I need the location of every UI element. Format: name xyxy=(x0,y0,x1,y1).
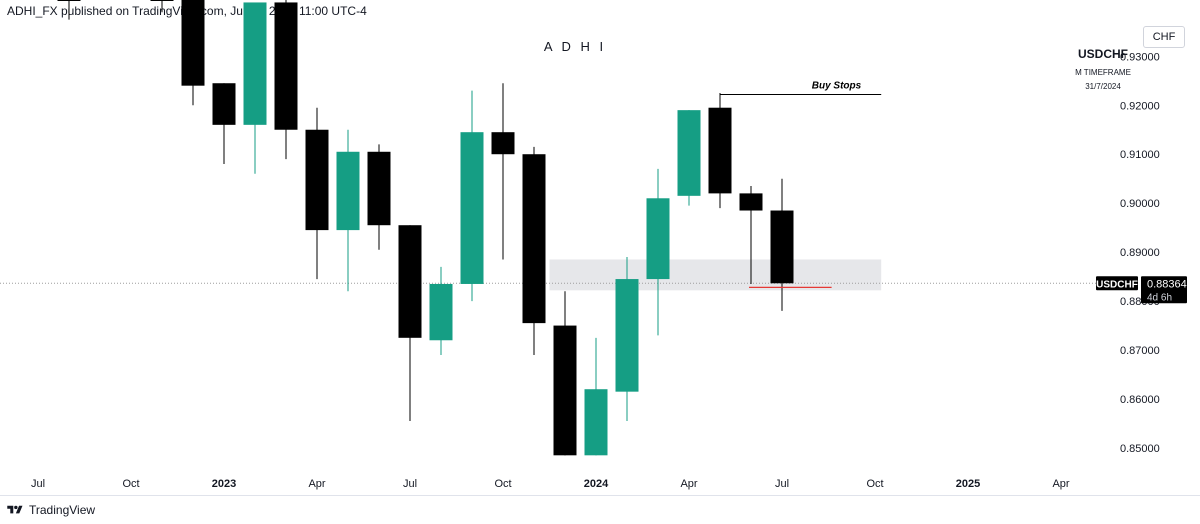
time-tick-label: Jul xyxy=(775,478,789,490)
candle-2024-03 xyxy=(646,168,670,336)
candle-body xyxy=(677,110,701,196)
price-tick-label: 0.89000 xyxy=(1120,247,1160,259)
date-label: 31/7/2024 xyxy=(1085,82,1121,91)
candle-body xyxy=(615,279,639,392)
candle-2024-04 xyxy=(677,110,701,206)
time-tick-label: Apr xyxy=(1052,478,1069,490)
price-tick-label: 0.92000 xyxy=(1120,100,1160,112)
symbol-label: USDCHF xyxy=(1078,47,1128,61)
time-tick-label: Oct xyxy=(494,478,511,490)
candle-2024-01 xyxy=(584,337,608,456)
price-tick-label: 0.87000 xyxy=(1120,345,1160,357)
time-tick-label: Apr xyxy=(680,478,697,490)
annotations-layer: Buy Stops xyxy=(719,80,882,288)
candle-2024-06 xyxy=(739,186,763,284)
candle-body xyxy=(708,107,732,194)
candle-2023-07 xyxy=(398,225,422,422)
last-price-symbol: USDCHF xyxy=(1096,279,1138,290)
candle-2023-06 xyxy=(367,144,391,250)
candle-2022-11 xyxy=(150,0,174,13)
time-tick-label: Apr xyxy=(308,478,325,490)
demand-zone xyxy=(549,259,882,291)
candle-2024-02 xyxy=(615,257,639,422)
candle-2024-07 xyxy=(770,178,794,311)
price-tick-label: 0.93000 xyxy=(1120,51,1160,63)
time-axis: Jul Oct 2023 Apr Jul Oct 2024 Apr Jul Oct 2025 Apr xyxy=(31,478,1070,490)
candle-body xyxy=(274,2,298,130)
candle-body xyxy=(336,151,360,231)
candle-2023-03 xyxy=(274,0,298,160)
candle-body xyxy=(243,2,267,125)
time-tick-label: Jul xyxy=(31,478,45,490)
demand-zone-layer xyxy=(549,259,882,291)
price-axis: 0.930000.920000.910000.900000.890000.880… xyxy=(1096,51,1187,455)
candle-2022-08 xyxy=(57,0,81,20)
last-price-countdown: 4d 6h xyxy=(1147,292,1172,303)
candle-body xyxy=(460,132,484,284)
price-chart[interactable]: Buy Stops 0.93000 0.92000 0.91000 0.90000 0.… xyxy=(0,0,1200,500)
price-tick-label: 0.85000 xyxy=(1120,443,1160,455)
chart-title: A D H I xyxy=(544,39,606,54)
candles-layer xyxy=(57,0,794,456)
candle-body xyxy=(646,198,670,280)
last-price-symbol-box xyxy=(1096,276,1138,291)
footer-divider xyxy=(0,495,1200,496)
time-tick-label: 2023 xyxy=(212,478,236,490)
currency-button[interactable]: CHF xyxy=(1143,26,1185,48)
candle-2024-05 xyxy=(708,93,732,209)
time-tick-label: Oct xyxy=(866,478,883,490)
candle-2023-09 xyxy=(460,90,484,302)
footer: TradingView xyxy=(7,501,95,519)
time-tick-label: 2024 xyxy=(584,478,609,490)
candle-body xyxy=(429,283,453,341)
candle-body xyxy=(584,389,608,456)
candle-body xyxy=(398,225,422,338)
buy-stops-label: Buy Stops xyxy=(812,80,862,91)
candle-body xyxy=(739,193,763,211)
candle-body xyxy=(57,0,81,1)
candle-2022-12 xyxy=(181,0,205,106)
candle-2023-05 xyxy=(336,129,360,292)
last-price-value: 0.88364 xyxy=(1147,278,1187,290)
candle-2023-04 xyxy=(305,107,329,280)
time-tick-label: Jul xyxy=(403,478,417,490)
timeframe-label: M TIMEFRAME xyxy=(1075,68,1131,77)
candle-body xyxy=(212,83,236,125)
candle-body xyxy=(305,129,329,231)
tradingview-logo-icon xyxy=(7,505,23,514)
candle-body xyxy=(491,132,515,155)
candle-body xyxy=(553,325,577,456)
candle-2023-02 xyxy=(243,2,267,174)
price-tick-label: 0.91000 xyxy=(1120,149,1160,161)
candle-body xyxy=(367,151,391,226)
candle-2023-08 xyxy=(429,266,453,355)
candle-2023-01 xyxy=(212,83,236,165)
candle-2023-12 xyxy=(553,291,577,456)
candle-body xyxy=(770,210,794,284)
price-tick-label: 0.90000 xyxy=(1120,198,1160,210)
candle-body xyxy=(150,0,174,1)
candle-2023-10 xyxy=(491,83,515,260)
time-tick-label: Oct xyxy=(122,478,139,490)
candle-body xyxy=(181,0,205,86)
price-tick-label: 0.86000 xyxy=(1120,394,1160,406)
last-price-box xyxy=(1141,276,1187,304)
candle-body xyxy=(522,154,546,324)
time-tick-label: 2025 xyxy=(956,478,980,490)
candle-2023-11 xyxy=(522,146,546,355)
footer-brand: TradingView xyxy=(29,503,96,517)
